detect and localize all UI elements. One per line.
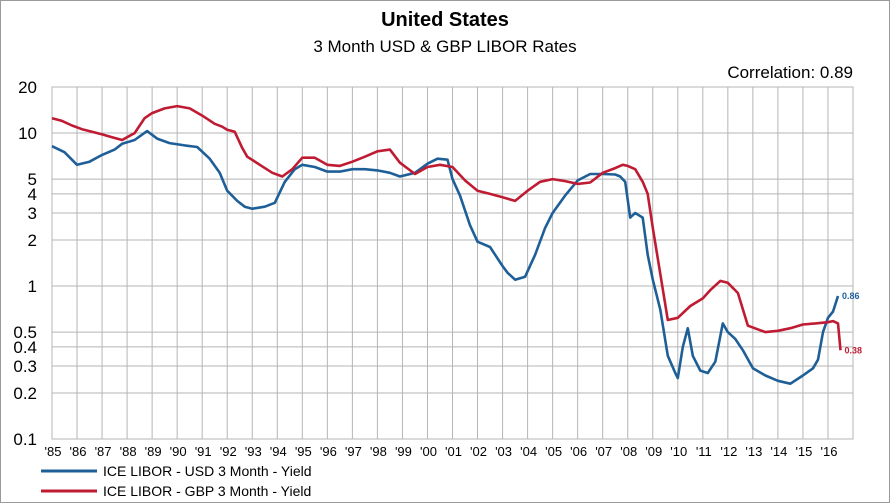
y-tick-label: 4 — [28, 185, 37, 204]
x-tick-label: '90 — [170, 444, 187, 459]
series-line-1 — [51, 104, 842, 351]
x-tick-label: '06 — [570, 444, 587, 459]
y-tick-label: 0.3 — [13, 357, 37, 376]
y-tick-label: 1 — [28, 277, 37, 296]
legend: ICE LIBOR - USD 3 Month - Yield ICE LIBO… — [41, 463, 312, 499]
x-tick-label: '88 — [120, 444, 137, 459]
y-tick-label: 0.4 — [13, 338, 37, 357]
series-end-label-0: 0.86 — [842, 291, 860, 301]
x-tick-label: '10 — [670, 444, 687, 459]
y-axis: 0.1 0.2 0.30.40.5 1 2 345 10 20 — [13, 78, 37, 449]
x-tick-label: '12 — [720, 444, 737, 459]
x-tick-label: '92 — [220, 444, 237, 459]
x-tick-label: '07 — [595, 444, 612, 459]
y-tick-label: 10 — [18, 124, 37, 143]
y-tick-label: 20 — [18, 78, 37, 97]
y-tick-label: 0.1 — [13, 430, 37, 449]
y-tick-label: 5 — [28, 170, 37, 189]
x-tick-label: '96 — [320, 444, 337, 459]
x-tick-label: '86 — [70, 444, 87, 459]
y-tick-label: 0.2 — [13, 384, 37, 403]
series-lines — [51, 104, 842, 386]
chart-title: United States — [381, 9, 509, 31]
legend-label-gbp: ICE LIBOR - GBP 3 Month - Yield — [103, 483, 311, 499]
x-tick-label: '02 — [470, 444, 487, 459]
x-tick-label: '98 — [370, 444, 387, 459]
x-axis: '85 '86 '87 '88 '89 '90 '91 '92 '93 '94 '95 '96 '97 '… — [45, 444, 838, 459]
x-tick-label: '95 — [295, 444, 312, 459]
x-tick-label: '03 — [495, 444, 512, 459]
x-tick-label: '01 — [445, 444, 462, 459]
x-tick-label: '08 — [620, 444, 637, 459]
x-tick-label: '89 — [145, 444, 162, 459]
y-tick-label: 2 — [28, 231, 37, 250]
series-end-label-1: 0.38 — [844, 345, 862, 355]
x-tick-label: '15 — [795, 444, 812, 459]
x-tick-label: '99 — [395, 444, 412, 459]
x-tick-label: '85 — [45, 444, 62, 459]
series-line-0 — [51, 129, 840, 386]
x-tick-label: '14 — [770, 444, 787, 459]
x-tick-label: '05 — [545, 444, 562, 459]
plot-border — [51, 86, 854, 440]
x-tick-label: '09 — [645, 444, 662, 459]
x-tick-label: '87 — [95, 444, 112, 459]
x-tick-label: '97 — [345, 444, 362, 459]
y-tick-label: 3 — [28, 204, 37, 223]
x-tick-label: '04 — [520, 444, 537, 459]
correlation-annotation: Correlation: 0.89 — [727, 63, 853, 82]
x-tick-label: '91 — [195, 444, 212, 459]
y-tick-label: 0.5 — [13, 323, 37, 342]
end-labels: 0.86 0.38 — [842, 291, 862, 355]
x-tick-label: '94 — [270, 444, 287, 459]
x-tick-label: '00 — [420, 444, 437, 459]
x-tick-label: '13 — [745, 444, 762, 459]
legend-label-usd: ICE LIBOR - USD 3 Month - Yield — [103, 463, 312, 479]
chart-subtitle: 3 Month USD & GBP LIBOR Rates — [313, 37, 576, 56]
x-tick-label: '16 — [820, 444, 837, 459]
x-tick-label: '11 — [696, 444, 712, 459]
x-tick-label: '93 — [245, 444, 262, 459]
